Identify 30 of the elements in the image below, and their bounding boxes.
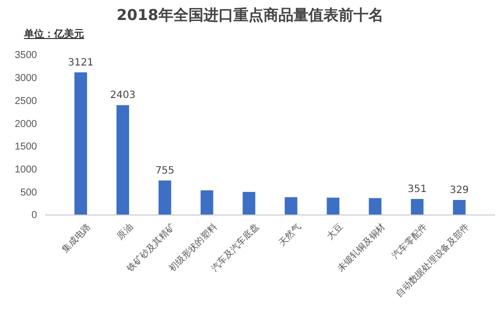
bar (200, 190, 214, 215)
bar (284, 197, 298, 215)
data-label: 3121 (68, 57, 94, 68)
x-tick-label: 天然气 (276, 222, 303, 248)
y-tick-label: 2500 (14, 96, 38, 107)
y-tick-label: 3500 (14, 50, 38, 62)
data-label: 329 (450, 184, 469, 196)
data-label: 755 (155, 165, 174, 176)
y-tick-label: 1000 (14, 164, 38, 176)
y-tick-label: 500 (20, 187, 38, 198)
bar (242, 192, 256, 215)
x-tick-label: 原油 (114, 222, 135, 242)
x-tick-label: 大豆 (325, 222, 345, 242)
bar (158, 180, 172, 215)
bar (452, 200, 466, 215)
y-tick-label: 3000 (14, 73, 38, 84)
x-tick-label: 集成电路 (60, 222, 93, 254)
y-tick-label: 1500 (14, 142, 38, 153)
bar (410, 198, 424, 215)
y-tick-label: 0 (31, 210, 38, 222)
bar (116, 105, 130, 215)
data-label: 2403 (110, 90, 136, 102)
y-tick-label: 2000 (14, 118, 38, 130)
y-axis-title: 单位：亿美元 (23, 28, 84, 40)
data-label: 351 (408, 184, 427, 195)
chart-title: 2018年全国进口重点商品量值表前十名 (116, 6, 384, 24)
bar (74, 72, 88, 215)
x-tick-label: 汽车零配件 (390, 222, 429, 261)
bar (368, 198, 382, 215)
bar (326, 198, 340, 215)
